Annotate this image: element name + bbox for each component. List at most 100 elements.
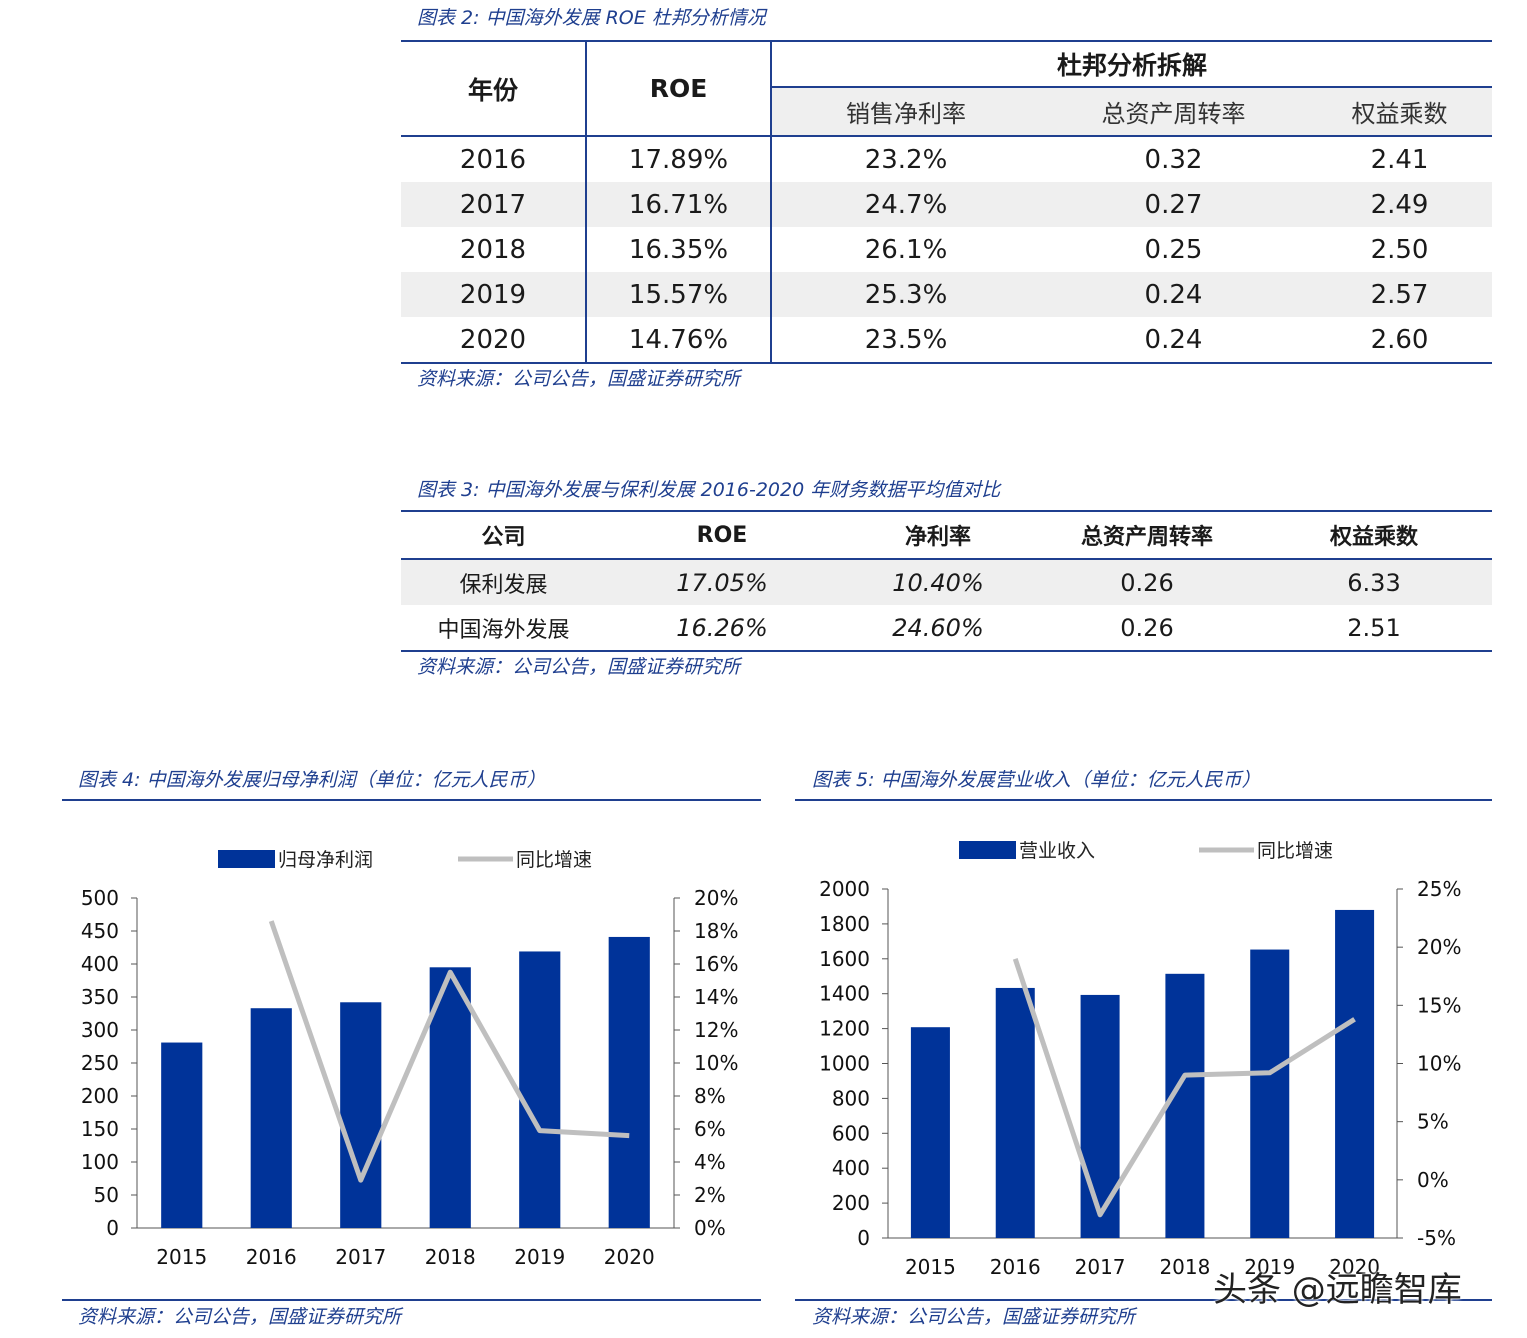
chart4-source: 资料来源：公司公告，国盛证券研究所 [78,1306,402,1328]
chart4-top-rule [62,799,761,801]
legend-bar-label: 归母净利润 [278,849,373,871]
right-tick-label: 6% [694,1117,726,1141]
x-tick-label: 2017 [1075,1255,1126,1279]
cell: 26.1% [864,234,948,265]
left-tick-label: 200 [81,1084,119,1108]
left-tick-label: 1200 [819,1017,870,1041]
x-tick-label: 2018 [1159,1255,1210,1279]
right-tick-label: 4% [694,1150,726,1174]
x-tick-label: 2018 [425,1245,476,1269]
cell: 16.71% [586,182,772,227]
table-row: 2020 14.76% 23.5% 0.24 2.60 [401,317,1492,363]
chart5-caption: 图表 5: 中国海外发展营业收入（单位：亿元人民币） [812,769,1261,791]
x-tick-label: 2017 [335,1245,386,1269]
chart5-top-rule [795,799,1492,801]
cell: 16.35% [586,227,772,272]
cell: 0.27 [1040,182,1307,227]
cell: 2019 [401,272,587,317]
comparison-table: 公司 ROE 净利率 总资产周转率 权益乘数 保利发展 17.05% 10.40% 0… [401,510,1492,652]
table-row: 2019 15.57% 25.3% 0.24 2.57 [401,272,1493,317]
bar-2020 [1335,909,1375,1238]
col-header-dupont: 杜邦分析拆解 [1057,51,1208,80]
cell: 24.7% [771,182,1040,227]
right-tick-label: 25% [1417,877,1461,901]
revenue-chart: 营业收入 同比增速 0 200 400 600 800 1000 1200 1400 1600 180… [819,840,1461,1279]
table2-caption: 图表 2: 中国海外发展 ROE 杜邦分析情况 [417,7,766,29]
right-tick-label: 12% [694,1018,738,1042]
cell: 0.24 [1040,272,1307,317]
watermark: 头条 @远瞻智库 [1213,1270,1462,1310]
col-header-company: 公司 [401,511,606,560]
cell: 保利发展 [401,559,606,605]
left-tick-label: 2000 [819,877,870,901]
legend-bar-label: 营业收入 [1019,840,1095,862]
left-tick-label: 250 [81,1051,119,1075]
dupont-table: 年份 ROE 杜邦分析拆解 销售净利率 总资产周转率 权益乘数 2016 17.8… [401,40,1493,364]
profit-chart: 归母净利润 同比增速 0 50 100 150 200 250 300 350 400 450 500 0… [81,849,739,1269]
legend-bar-swatch [959,841,1016,859]
table-row: 2016 17.89% 23.2% 0.32 2.41 [401,136,1492,182]
bar-2016 [995,987,1035,1238]
x-tick-label: 2016 [246,1245,297,1269]
chart4-bottom-rule [62,1299,761,1301]
cell: 17.05% [606,559,838,605]
bar-2016 [250,1008,292,1228]
legend-line-label: 同比增速 [1257,840,1333,862]
left-tick-label: 200 [832,1191,870,1215]
cell: 23.2% [864,144,948,175]
bar-2017 [1080,994,1120,1238]
x-tick-label: 2015 [156,1245,207,1269]
cell: 16.26% [676,613,768,642]
left-tick-label: 0 [857,1226,870,1250]
cell: 2018 [401,227,587,272]
right-tick-label: -5% [1417,1226,1456,1250]
col-header-roe: ROE [606,511,838,560]
table-row: 保利发展 17.05% 10.40% 0.26 6.33 [401,559,1492,605]
cell: 25.3% [771,272,1040,317]
cell: 2.50 [1370,234,1429,265]
cell: 0.24 [1144,324,1203,355]
cell: 2020 [401,317,587,363]
left-tick-label: 1600 [819,947,870,971]
right-tick-label: 15% [1417,993,1461,1017]
right-tick-label: 20% [1417,935,1461,959]
cell: 14.76% [586,317,772,363]
bar-2018 [1165,973,1205,1238]
growth-line-series [268,920,630,1183]
cell: 0.26 [1120,613,1174,642]
col-header-equity-multiplier: 权益乘数 [1256,511,1492,560]
left-tick-label: 350 [81,985,119,1009]
cell: 2.51 [1347,613,1401,642]
col-header-roe: ROE [586,41,772,137]
table3-caption: 图表 3: 中国海外发展与保利发展 2016-2020 年财务数据平均值对比 [417,479,1001,501]
left-tick-label: 400 [81,952,119,976]
cell: 6.33 [1256,559,1492,605]
left-tick-label: 100 [81,1150,119,1174]
col-header-equity-multiplier: 权益乘数 [1307,86,1493,137]
col-header-asset-turnover: 总资产周转率 [1038,511,1256,560]
bar-2019 [1250,949,1290,1238]
x-tick-label: 2020 [1329,1255,1380,1279]
cell: 2.60 [1370,324,1429,355]
x-tick-label: 2015 [905,1255,956,1279]
legend-line-label: 同比增速 [516,849,592,871]
right-tick-label: 5% [1417,1110,1449,1134]
col-header-year: 年份 [401,41,587,137]
right-tick-label: 14% [694,985,738,1009]
bar-2017 [340,1002,382,1228]
col-header-net-margin: 销售净利率 [771,86,1040,137]
cell: 2016 [401,136,587,182]
left-tick-label: 50 [94,1183,119,1207]
right-tick-label: 16% [694,952,738,976]
x-tick-label: 2019 [1244,1255,1295,1279]
right-tick-label: 8% [694,1084,726,1108]
right-tick-label: 10% [1417,1052,1461,1076]
bar-2015 [910,1027,950,1238]
cell: 0.26 [1038,559,1256,605]
left-tick-label: 150 [81,1117,119,1141]
cell: 17.89% [586,136,772,182]
chart5-bottom-rule [795,1299,1492,1301]
left-tick-label: 500 [81,886,119,910]
chart5-source: 资料来源：公司公告，国盛证券研究所 [812,1306,1136,1328]
cell: 2.49 [1307,182,1493,227]
